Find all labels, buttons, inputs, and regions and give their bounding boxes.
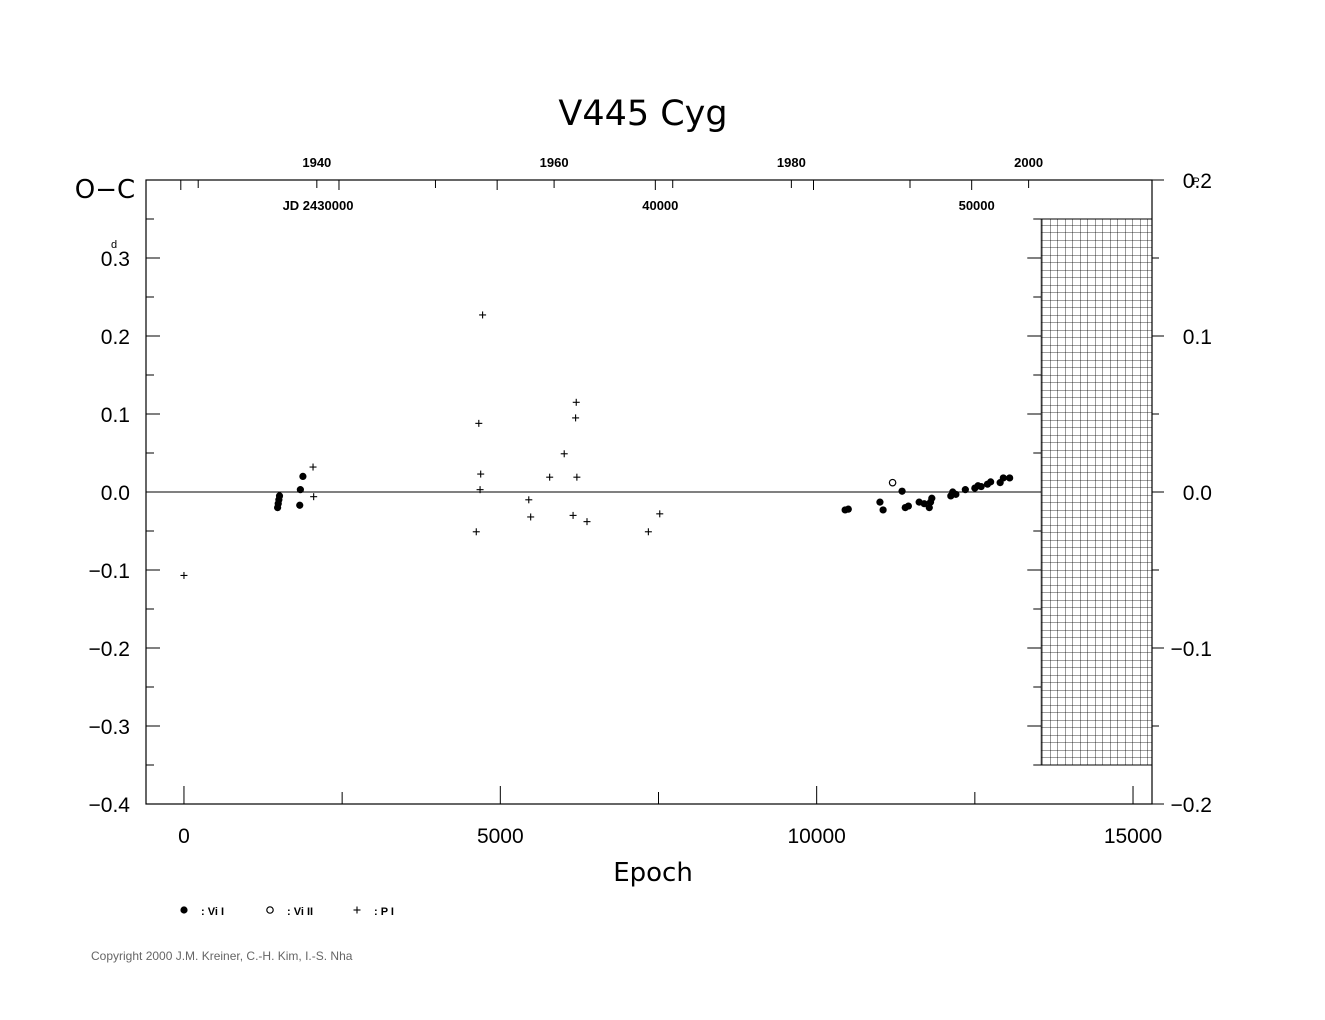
- chart-title: V445 Cyg: [558, 94, 727, 134]
- point-p-i: [572, 414, 580, 422]
- point-p-i: [180, 571, 188, 579]
- point-vi-i: [296, 486, 304, 494]
- point-vi-i: [987, 478, 995, 486]
- y2-tick-label: 0.2: [1183, 170, 1212, 193]
- top-jd-label: 40000: [642, 198, 678, 213]
- y-tick-label: 0.3: [101, 248, 130, 271]
- point-p-i: [479, 311, 487, 319]
- y2-tick-label: −0.1: [1171, 638, 1212, 661]
- point-p-i: [310, 493, 318, 501]
- future-region-grid: [1040, 218, 1153, 766]
- point-vi-i: [920, 500, 928, 508]
- point-p-i: [656, 510, 664, 518]
- point-vi-i: [876, 498, 884, 506]
- point-vi-i: [296, 501, 304, 509]
- top-year-label: 1960: [540, 155, 569, 170]
- point-p-i: [572, 398, 580, 406]
- point-p-i: [309, 463, 317, 471]
- point-vi-i: [904, 502, 913, 510]
- top-year-label: 1980: [777, 155, 806, 170]
- point-p-i: [477, 470, 485, 478]
- y-tick-label: 0.1: [101, 404, 130, 427]
- legend: : Vi I : Vi II : P I: [180, 906, 394, 918]
- point-p-i: [525, 496, 533, 504]
- point-vi-i: [879, 506, 887, 514]
- point-vi-i: [928, 494, 936, 502]
- legend-marker-0: [180, 906, 188, 914]
- point-vi-i: [952, 490, 960, 498]
- legend-label-1: : Vi II: [287, 906, 313, 918]
- top-jd-label: 50000: [959, 198, 995, 213]
- x-tick-label: 10000: [787, 825, 845, 848]
- x-tick-label: 0: [178, 825, 190, 848]
- y-tick-label: 0.2: [101, 326, 130, 349]
- point-vi-i: [977, 482, 985, 491]
- point-p-i: [546, 473, 554, 481]
- y-axis-label: O−C: [75, 175, 135, 205]
- legend-label-2: : P I: [374, 906, 394, 918]
- point-vi-ii: [888, 478, 897, 487]
- point-p-i: [560, 450, 568, 458]
- point-p-i: [573, 473, 581, 481]
- point-p-i: [569, 511, 577, 519]
- ticks: −0.4 −0.3 −0.2 −0.1 0.0 0.1 0.2 0.3d −0.2 −0.1 0.0…: [89, 155, 1212, 848]
- future-region-hatch: [1040, 218, 1153, 766]
- data-points: [180, 311, 1014, 579]
- point-vi-i: [1006, 474, 1014, 482]
- y-tick-label: −0.3: [89, 716, 130, 739]
- legend-marker-1: [266, 906, 274, 914]
- y2-tick-label: −0.2: [1171, 794, 1212, 817]
- point-p-i: [476, 486, 484, 494]
- y-tick-label: −0.4: [89, 794, 131, 817]
- y-tick-label: 0.0: [101, 482, 130, 505]
- top-year-label: 1940: [302, 155, 331, 170]
- y2-unit-label: P: [1192, 176, 1199, 188]
- top-year-label: 2000: [1014, 155, 1043, 170]
- legend-marker-2: [353, 906, 361, 914]
- point-vi-i: [275, 492, 284, 500]
- axes: [145, 179, 1153, 805]
- y-tick-label: −0.1: [89, 560, 130, 583]
- point-vi-i: [925, 504, 933, 512]
- point-vi-i: [844, 505, 852, 513]
- y-tick-label: −0.2: [89, 638, 130, 661]
- point-vi-i: [961, 486, 969, 494]
- point-p-i: [644, 528, 652, 536]
- point-p-i: [472, 528, 480, 536]
- x-tick-label: 5000: [477, 825, 524, 848]
- x-tick-label: 15000: [1104, 825, 1162, 848]
- legend-label-0: : Vi I: [201, 906, 224, 918]
- point-vi-i: [299, 472, 307, 480]
- point-p-i: [583, 518, 591, 526]
- point-vi-i: [999, 474, 1007, 482]
- y2-tick-label: 0.0: [1183, 482, 1212, 505]
- y2-tick-label: 0.1: [1183, 326, 1212, 349]
- x-axis-label: Epoch: [613, 858, 693, 888]
- point-vi-i: [898, 487, 906, 495]
- point-p-i: [475, 419, 483, 427]
- y-unit-label: d: [111, 239, 117, 251]
- point-p-i: [527, 513, 535, 521]
- top-jd-label: JD 2430000: [283, 198, 354, 213]
- copyright-notice: Copyright 2000 J.M. Kreiner, C.-H. Kim, …: [91, 949, 353, 963]
